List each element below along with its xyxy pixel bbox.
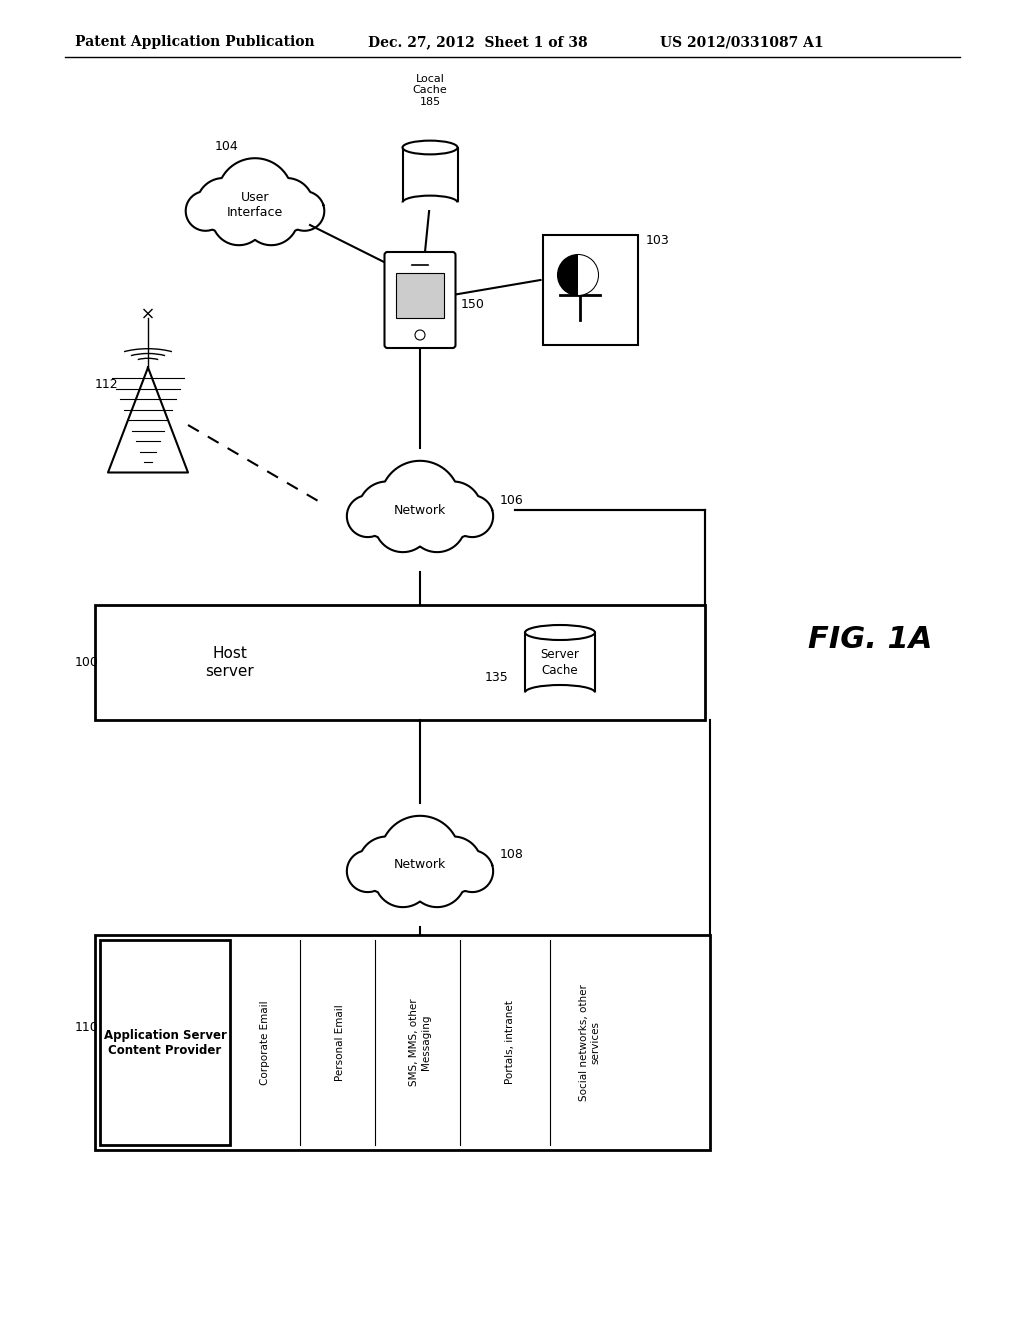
Text: US 2012/0331087 A1: US 2012/0331087 A1 (660, 36, 823, 49)
Ellipse shape (525, 624, 595, 640)
Text: FIG. 1A: FIG. 1A (808, 626, 932, 655)
Text: 150: 150 (461, 298, 484, 312)
Ellipse shape (402, 141, 458, 154)
Text: 106: 106 (500, 494, 523, 507)
Text: Personal Email: Personal Email (335, 1005, 345, 1081)
Text: 112: 112 (95, 379, 119, 392)
Bar (525, 632, 595, 693)
Polygon shape (185, 158, 325, 246)
Bar (402, 148, 458, 202)
Circle shape (415, 330, 425, 341)
Text: Local
Cache
185: Local Cache 185 (413, 74, 447, 107)
Text: Host
server: Host server (206, 647, 254, 678)
Bar (95, 935, 710, 1150)
Polygon shape (108, 367, 188, 473)
Text: Network: Network (394, 858, 446, 871)
Text: Server
Cache: Server Cache (541, 648, 580, 676)
Text: 108: 108 (500, 849, 524, 862)
Text: Network: Network (394, 503, 446, 516)
Polygon shape (347, 461, 494, 552)
Bar (401, 202, 459, 210)
Text: Application Server
Content Provider: Application Server Content Provider (103, 1028, 226, 1056)
Text: 135: 135 (485, 671, 509, 684)
Text: 110: 110 (75, 1020, 98, 1034)
Bar (95, 605, 705, 719)
Text: Patent Application Publication: Patent Application Publication (75, 36, 314, 49)
FancyBboxPatch shape (100, 940, 230, 1144)
Text: User
Interface: User Interface (227, 191, 283, 219)
Text: Dec. 27, 2012  Sheet 1 of 38: Dec. 27, 2012 Sheet 1 of 38 (368, 36, 588, 49)
Text: 104: 104 (215, 140, 239, 153)
Text: Social networks, other
services: Social networks, other services (580, 985, 601, 1101)
Text: Portals, intranet: Portals, intranet (505, 1001, 515, 1085)
Text: SMS, MMS, other
Messaging: SMS, MMS, other Messaging (410, 999, 431, 1086)
Bar (524, 692, 596, 701)
Text: 100: 100 (75, 656, 99, 669)
Bar (543, 235, 638, 345)
Text: 103: 103 (645, 234, 670, 247)
Text: Corporate Email: Corporate Email (260, 1001, 270, 1085)
Bar (395, 272, 444, 318)
FancyBboxPatch shape (384, 252, 456, 348)
Polygon shape (347, 816, 494, 907)
Wedge shape (578, 255, 598, 294)
Circle shape (558, 255, 598, 294)
